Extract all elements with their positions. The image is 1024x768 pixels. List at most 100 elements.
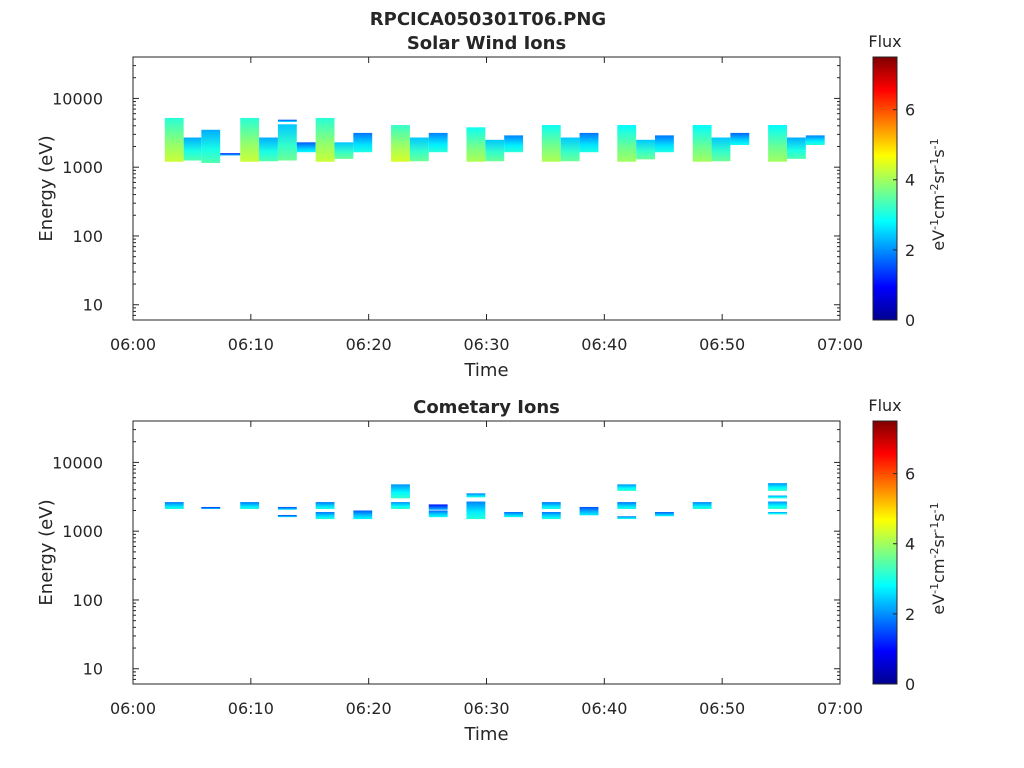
y-axis-label: Energy (eV): [36, 499, 57, 605]
flux-cell: [730, 132, 750, 146]
flux-cell: [655, 135, 674, 153]
flux-cell: [240, 502, 260, 510]
flux-cell: [334, 142, 354, 159]
x-tick-label: 06:50: [699, 699, 745, 718]
flux-cell: [466, 501, 486, 520]
colorbar-tick-label: 0: [905, 311, 915, 330]
flux-cell: [768, 495, 787, 499]
x-tick-label: 06:40: [581, 335, 627, 354]
flux-cell: [391, 125, 410, 162]
flux-cell: [636, 139, 656, 160]
panel-title: Solar Wind Ions: [407, 33, 566, 54]
y-tick-label: 100: [72, 227, 103, 246]
flux-cell: [277, 124, 297, 161]
flux-cell: [692, 125, 712, 162]
colorbar-tick-label: 0: [905, 675, 915, 694]
y-tick-label: 10000: [52, 89, 103, 108]
colorbar-tick-label: 6: [905, 101, 915, 120]
colorbar-tick-label: 4: [905, 171, 915, 190]
x-tick-label: 06:30: [463, 335, 509, 354]
flux-cell: [315, 512, 335, 520]
colorbar-tick-label: 2: [905, 605, 915, 624]
flux-cell: [353, 132, 373, 153]
plot-area: [133, 421, 840, 684]
colorbar-tick-label: 6: [905, 465, 915, 484]
flux-cell: [466, 493, 486, 498]
plot-area: [133, 57, 840, 320]
flux-cell: [768, 483, 787, 491]
y-tick-label: 1000: [62, 158, 103, 177]
flux-cell: [164, 502, 184, 510]
solar-wind-ions-panel: 06:00 06:10 06:20 06:30 06:40 06:50 07:00 10 100…: [36, 32, 948, 381]
flux-cell: [296, 142, 316, 153]
panel-title: Cometary Ions: [413, 397, 560, 418]
colorbar-title: Flux: [868, 396, 901, 415]
y-axis-label: Energy (eV): [36, 135, 57, 241]
x-tick-label: 06:10: [228, 335, 274, 354]
flux-cell: [485, 139, 505, 162]
x-axis-label: Time: [463, 360, 508, 381]
flux-cell: [617, 516, 637, 520]
flux-cell: [805, 135, 825, 146]
y-tick-label: 10000: [52, 453, 103, 472]
colorbar-title: Flux: [868, 32, 901, 51]
flux-cell: [277, 506, 297, 510]
flux-cell: [617, 125, 637, 162]
y-tick-label: 100: [72, 591, 103, 610]
flux-cell: [183, 137, 202, 161]
flux-cell: [541, 125, 561, 162]
flux-cell: [579, 132, 599, 153]
flux-cell: [277, 514, 297, 518]
flux-cell: [768, 512, 787, 515]
flux-cell: [391, 484, 410, 499]
flux-cell: [315, 502, 335, 510]
x-tick-label: 06:20: [346, 335, 392, 354]
colorbar-label: eV-1cm-2sr-1s-1: [928, 138, 949, 250]
flux-cell: [240, 117, 260, 162]
figure-title: RPCICA050301T06.PNG: [370, 9, 606, 30]
y-tick-label: 10: [83, 660, 103, 679]
flux-cell: [466, 127, 486, 162]
x-tick-label: 06:20: [346, 699, 392, 718]
y-tick-label: 1000: [62, 522, 103, 541]
flux-cell: [692, 502, 712, 510]
flux-cell: [655, 512, 674, 517]
flux-cell: [164, 117, 184, 162]
flux-cell: [409, 137, 429, 162]
flux-cell: [277, 119, 297, 122]
colorbar-label: eV-1cm-2sr-1s-1: [928, 502, 949, 614]
x-tick-label: 06:40: [581, 699, 627, 718]
flux-cell: [786, 137, 806, 159]
flux-cell: [541, 502, 561, 510]
flux-cell: [428, 132, 448, 153]
flux-cell: [617, 502, 637, 510]
flux-cell: [541, 512, 561, 520]
flux-cell: [353, 510, 373, 520]
flux-cell: [504, 135, 524, 153]
flux-cell: [711, 137, 731, 162]
flux-cell: [504, 512, 524, 518]
flux-cell: [768, 125, 787, 162]
colorbar-tick-label: 4: [905, 535, 915, 554]
colorbar-tick-label: 2: [905, 241, 915, 260]
x-tick-label: 06:00: [110, 335, 156, 354]
flux-cell: [201, 129, 221, 164]
flux-cell: [617, 484, 637, 491]
x-tick-label: 07:00: [817, 335, 863, 354]
colorbar: [872, 420, 898, 685]
flux-cell: [259, 137, 278, 162]
y-tick-label: 10: [83, 296, 103, 315]
flux-cell: [391, 502, 410, 510]
flux-cell: [315, 117, 335, 162]
flux-cell: [560, 137, 580, 162]
flux-cell: [579, 506, 599, 516]
x-tick-label: 06:10: [228, 699, 274, 718]
flux-cell: [428, 504, 448, 510]
x-tick-label: 06:00: [110, 699, 156, 718]
colorbar: [872, 56, 898, 321]
x-tick-label: 07:00: [817, 699, 863, 718]
cometary-ions-panel: 06:00 06:10 06:20 06:30 06:40 06:50 07:00 10 100…: [36, 396, 948, 745]
flux-cell: [768, 501, 787, 510]
flux-cell: [220, 153, 241, 156]
